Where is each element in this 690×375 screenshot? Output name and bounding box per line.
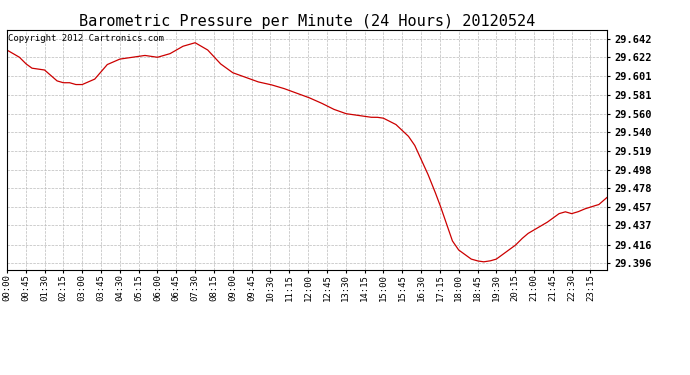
Title: Barometric Pressure per Minute (24 Hours) 20120524: Barometric Pressure per Minute (24 Hours…: [79, 14, 535, 29]
Text: Copyright 2012 Cartronics.com: Copyright 2012 Cartronics.com: [8, 34, 164, 43]
